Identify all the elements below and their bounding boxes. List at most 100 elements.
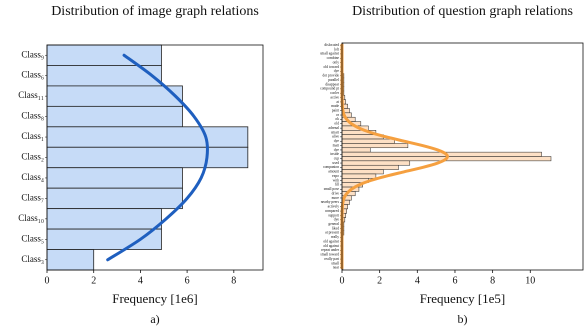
y-tick-label: parallel: [328, 78, 339, 82]
x-tick-label: 4: [415, 275, 420, 286]
y-tick-label: near: [333, 266, 340, 270]
y-tick-label: made: [331, 104, 339, 108]
bar: [341, 164, 399, 170]
y-tick-label: Class₂: [21, 152, 44, 162]
y-tick-label: actively: [328, 205, 340, 209]
y-tick-label: at: [336, 100, 339, 104]
bar: [341, 138, 395, 144]
y-tick-label: Class₁: [21, 131, 44, 141]
bar: [341, 169, 384, 175]
y-tick-label: adrenal: [328, 126, 339, 130]
y-tick-label: Class₆: [21, 70, 44, 80]
y-tick-label: dye: [334, 148, 340, 152]
chart-title-box: Distribution of question graph relations: [352, 4, 573, 19]
y-tick-label: expo: [332, 174, 339, 178]
fit-curve: [106, 53, 209, 262]
y-tick-label: small: [331, 261, 339, 265]
y-tick-label: dot provide: [323, 74, 340, 78]
y-tick-label: Class₇: [21, 192, 44, 202]
y-tick-label: smart: [331, 130, 339, 134]
y-tick-label: repeat under: [321, 248, 340, 252]
y-tick-label: Class₁₁: [18, 90, 44, 100]
x-tick-label: 6: [185, 275, 190, 286]
y-tick-label: general: [328, 222, 339, 226]
y-tick-label: Class₅: [21, 233, 44, 243]
y-tick-label: inside: [330, 152, 339, 156]
bar: [46, 85, 183, 107]
chart-title: Distribution of image graph relations: [51, 4, 259, 19]
x-tick-label: 2: [91, 275, 96, 286]
panel-label: b): [458, 312, 468, 326]
bar: [341, 143, 409, 149]
bar: [341, 173, 377, 179]
y-tick-label: dislocated: [324, 43, 339, 47]
y-tick-label: old against: [323, 244, 339, 248]
bar: [46, 249, 95, 271]
bar: [46, 228, 162, 250]
x-axis-label: Frequency [1e5]: [420, 291, 506, 306]
y-tick-label: fill: [335, 183, 339, 187]
plot-frame: [341, 42, 584, 271]
panel-label: a): [150, 312, 159, 326]
bar: [46, 167, 183, 189]
bar: [46, 105, 183, 128]
y-tick-label: compound pt: [320, 87, 339, 91]
x-tick-label: 10: [525, 275, 535, 286]
chart-title: Distribution of question graph relations: [352, 4, 573, 19]
y-tick-label: Class₈: [21, 111, 44, 121]
x-tick-label: 0: [340, 275, 345, 286]
y-tick-label: paint: [332, 108, 339, 112]
bar: [341, 160, 411, 166]
x-tick-label: 2: [377, 275, 382, 286]
y-tick-label: Class₃: [21, 254, 44, 264]
x-tick-label: 8: [231, 275, 236, 286]
y-tick-label: compared: [325, 209, 339, 213]
bar: [46, 208, 162, 230]
bar: [46, 146, 249, 169]
chart-title-box: Distribution of image graph relations: [51, 4, 259, 19]
y-tick-label: small toward: [320, 253, 339, 257]
y-tick-label: loft: [334, 47, 339, 51]
y-tick-label: with: [333, 178, 340, 182]
y-tick-label: cooler: [330, 91, 340, 95]
y-tick-label: old: [334, 122, 339, 126]
y-tick-label: Class₁₀: [18, 213, 44, 223]
y-tick-label: liked: [332, 226, 339, 230]
y-tick-label: disappear: [325, 82, 340, 86]
bar: [46, 126, 249, 148]
x-axis-label: Frequency [1e6]: [112, 291, 198, 306]
y-tick-label: only: [333, 60, 340, 64]
bar: [46, 187, 183, 210]
y-tick-label: really: [331, 235, 339, 239]
y-tick-label: small against: [320, 52, 339, 56]
bar: [341, 147, 371, 153]
y-tick-label: really part: [324, 257, 339, 261]
y-tick-label: cup: [334, 157, 339, 161]
x-tick-label: 8: [490, 275, 495, 286]
y-tick-label: old toward: [324, 65, 340, 69]
y-tick-label: alive: [332, 135, 339, 139]
y-tick-label: old against: [323, 239, 339, 243]
y-tick-label: more: [332, 196, 340, 200]
y-tick-label: small pose: [324, 187, 340, 191]
y-tick-label: dye: [334, 218, 340, 222]
x-tick-label: 4: [138, 275, 143, 286]
y-tick-label: combine: [327, 56, 340, 60]
y-tick-label: nearby peers: [321, 200, 340, 204]
y-tick-label: dye: [334, 139, 340, 143]
y-tick-label: at present: [325, 231, 339, 235]
y-tick-label: Class₄: [21, 172, 44, 182]
y-tick-label: used: [332, 161, 339, 165]
y-tick-label: dye: [334, 69, 340, 73]
y-tick-label: drive: [332, 191, 340, 195]
y-tick-label: Class₉: [21, 49, 44, 59]
plot-frame: [46, 44, 264, 271]
x-tick-label: 0: [45, 275, 50, 286]
y-tick-label: amount: [328, 170, 339, 174]
y-tick-label: or: [336, 113, 340, 117]
y-tick-label: matt: [333, 143, 339, 147]
y-tick-label: active: [330, 95, 339, 99]
y-tick-label: support: [328, 213, 339, 217]
y-tick-label: ok: [335, 117, 339, 121]
